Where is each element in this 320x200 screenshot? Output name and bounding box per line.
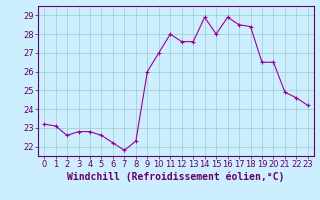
X-axis label: Windchill (Refroidissement éolien,°C): Windchill (Refroidissement éolien,°C) bbox=[67, 172, 285, 182]
